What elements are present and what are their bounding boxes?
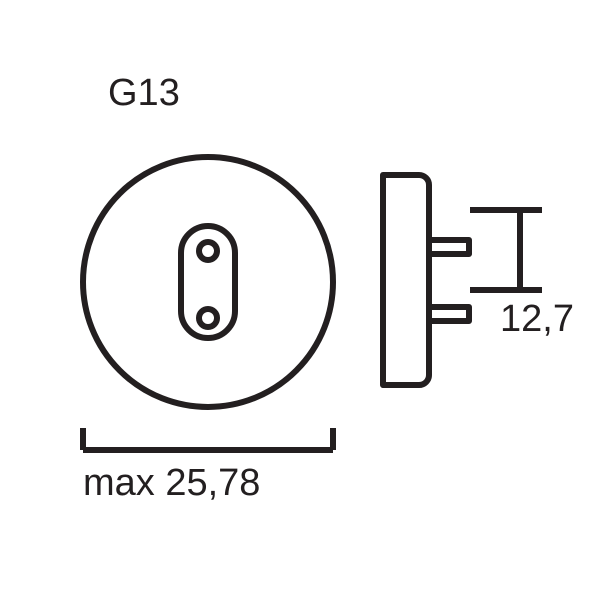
bottom-dim-label: max 25,78 (83, 462, 260, 505)
title-label: G13 (108, 72, 180, 115)
right-dim-label: 12,7 (500, 298, 574, 341)
drawing-stage: { "canvas": { "w": 600, "h": 600, "bg": … (0, 0, 600, 600)
